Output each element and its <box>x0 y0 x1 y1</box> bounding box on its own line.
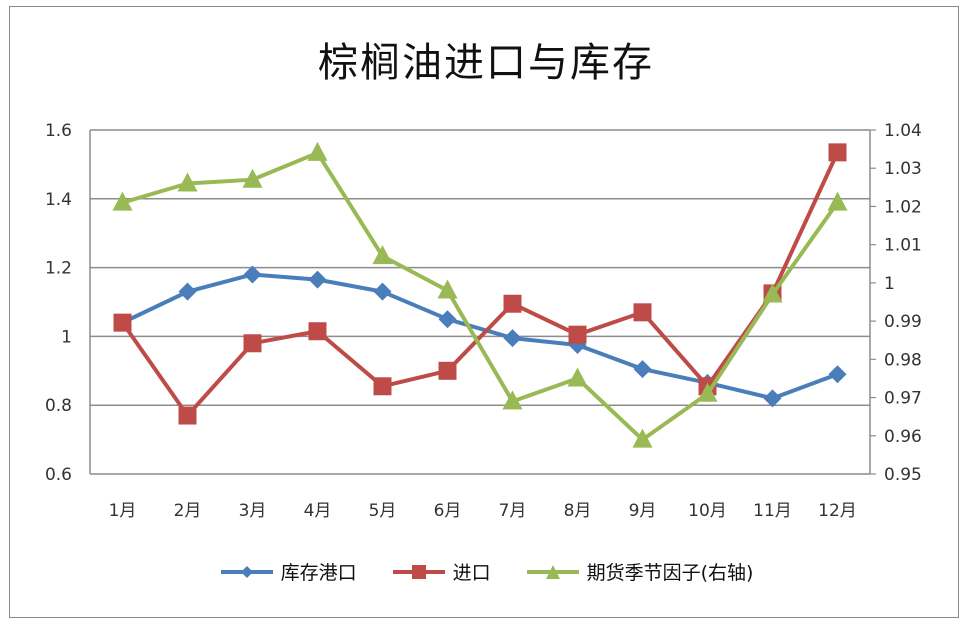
x-axis-tick: 12月 <box>818 501 857 521</box>
data-point-square <box>568 325 587 344</box>
data-point-square <box>633 303 652 322</box>
data-point-square <box>828 143 847 162</box>
x-axis-tick: 7月 <box>499 501 527 521</box>
x-axis-tick: 1月 <box>109 501 137 521</box>
series-line <box>120 151 840 418</box>
data-point-triangle <box>437 279 458 299</box>
series-line <box>121 150 840 442</box>
data-point-triangle <box>112 191 133 211</box>
data-point-triangle <box>567 367 588 387</box>
right-axis-tick: 1 <box>884 274 895 294</box>
x-axis-tick: 10月 <box>688 501 727 521</box>
right-axis-tick: 1.03 <box>884 159 922 179</box>
data-point-triangle <box>762 283 783 303</box>
data-point-triangle <box>827 191 848 211</box>
right-axis-tick: 1.04 <box>884 121 922 141</box>
legend-item-import: 进口 <box>391 558 491 585</box>
data-point-triangle <box>372 245 393 265</box>
left-axis-tick: 0.8 <box>45 396 72 416</box>
chart-frame <box>9 6 959 618</box>
data-point-triangle <box>242 168 263 188</box>
left-axis-tick: 1.2 <box>45 259 72 279</box>
left-axis-tick: 1.4 <box>45 190 72 210</box>
x-axis-tick: 11月 <box>753 501 792 521</box>
x-axis-tick: 5月 <box>369 501 397 521</box>
right-axis-tick: 0.95 <box>884 465 922 485</box>
legend-label: 库存港口 <box>280 562 357 584</box>
right-axis-tick: 0.97 <box>884 389 922 409</box>
data-point-square <box>373 377 392 396</box>
right-axis-tick: 0.99 <box>884 312 922 332</box>
legend-item-seasonal-factor: 期货季节因子(右轴) <box>525 558 754 585</box>
right-axis-tick: 0.96 <box>884 427 922 447</box>
left-axis-tick: 1.6 <box>45 121 72 141</box>
data-point-square <box>503 294 522 313</box>
diamond-marker-icon <box>220 565 273 578</box>
data-point-square <box>113 313 132 332</box>
data-point-triangle <box>177 172 198 192</box>
legend-label: 期货季节因子(右轴) <box>586 562 754 584</box>
left-axis-tick: 1 <box>61 327 72 347</box>
x-axis-tick: 2月 <box>174 501 202 521</box>
left-axis-tick: 0.6 <box>45 465 72 485</box>
right-axis-tick: 1.02 <box>884 197 922 217</box>
legend-item-inventory: 库存港口 <box>219 558 357 585</box>
x-axis-tick: 3月 <box>239 501 267 521</box>
data-point-triangle <box>632 428 653 448</box>
data-point-triangle <box>697 382 718 402</box>
triangle-marker-icon <box>526 564 579 579</box>
x-axis-tick: 4月 <box>304 501 332 521</box>
series-line <box>121 272 839 401</box>
data-point-diamond <box>763 389 782 408</box>
chart-title: 棕榈油进口与库存 <box>318 40 654 86</box>
data-point-diamond <box>438 310 457 329</box>
data-point-diamond <box>373 282 392 301</box>
data-point-diamond <box>243 265 262 284</box>
data-point-triangle <box>502 390 523 410</box>
data-point-triangle <box>307 141 328 161</box>
right-axis-tick: 0.98 <box>884 350 922 370</box>
data-point-diamond <box>503 329 522 348</box>
data-point-diamond <box>828 365 847 384</box>
x-axis-tick: 9月 <box>629 501 657 521</box>
legend-label: 进口 <box>452 562 491 584</box>
data-point-diamond <box>308 270 327 289</box>
data-point-square <box>178 406 197 425</box>
data-point-diamond <box>178 282 197 301</box>
data-point-square <box>438 361 457 380</box>
legend: 库存港口 进口 期货季节因子(右轴) <box>0 558 972 585</box>
right-axis-tick: 1.01 <box>884 236 922 256</box>
data-point-square <box>308 322 327 341</box>
data-point-square <box>243 334 262 353</box>
data-point-diamond <box>633 360 652 379</box>
x-axis-tick: 8月 <box>564 501 592 521</box>
square-marker-icon <box>392 564 445 579</box>
x-axis-tick: 6月 <box>434 501 462 521</box>
